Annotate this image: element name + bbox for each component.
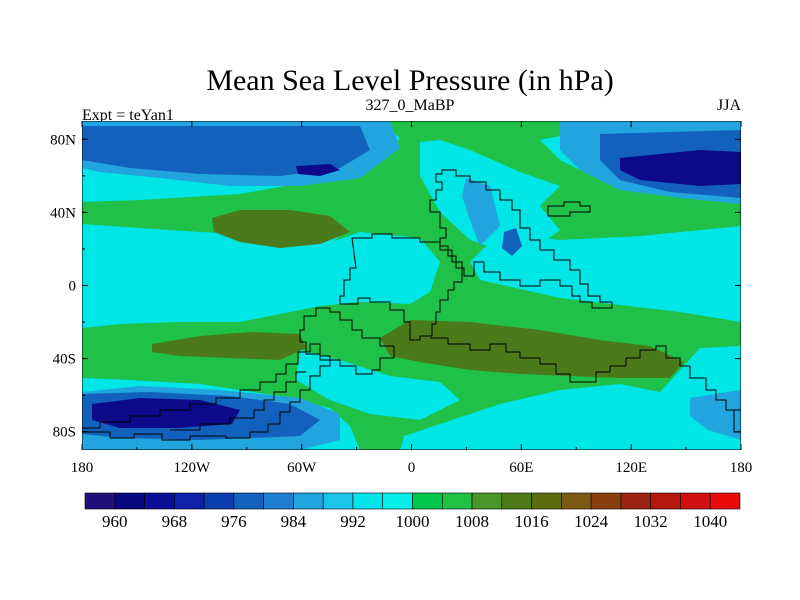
colorbar-swatch [382,492,413,510]
y-axis: 80N 40N 0 40S 80S [50,132,741,441]
colorbar-swatch [352,492,384,510]
colorbar-swatch [144,492,175,510]
contour-1000-central [82,232,440,326]
coastline-southern-inner [170,371,306,431]
x-tick-label: 60E [509,460,533,476]
colorbar-label: 992 [340,512,366,531]
colorbar-swatch [84,492,116,510]
colorbar-swatch [322,492,354,510]
coastline-central-continent [339,233,463,341]
colorbar-label: 1040 [693,512,727,531]
colorbar-swatch [561,492,592,510]
y-tick-label: 80S [53,425,76,441]
contour-984-southeast-low [690,390,741,440]
colorbar-label: 1024 [574,512,609,531]
colorbar-swatch [709,492,741,510]
contour-1000-southeast [400,392,741,450]
colorbar-label: 984 [281,512,307,531]
colorbar-label: 1000 [396,512,430,531]
chart-title: Mean Sea Level Pressure (in hPa) [206,64,613,97]
continent-boundaries [82,169,741,441]
colorbar-label: 968 [162,512,188,531]
x-axis: 180 120W 60W 0 60E 120E 180 [71,121,753,476]
contour-976-north-low [620,150,741,186]
colorbar-swatch [293,492,324,510]
coastline-southern-continent [82,343,331,441]
colorbar-swatch [441,492,473,510]
colorbar-label: 976 [221,512,247,531]
contour-984-north-pacific-low [82,126,370,176]
time-label: 327_0_MaBP [366,97,455,114]
colorbar-swatch [114,492,145,510]
y-tick-label: 40S [53,352,76,368]
coastline-western-margin [299,307,395,375]
colorbar-swatch [412,492,443,510]
contour-960-south-low [92,398,240,428]
colorbar-swatch [233,492,264,510]
coastline-north-continent [429,169,613,309]
contour-1016-south-pacific [152,332,306,360]
coastline-north-island [547,201,591,217]
colorbar-swatch [590,492,622,510]
x-tick-label: 180 [71,460,94,476]
colorbar-label: 1008 [455,512,489,531]
contour-976-north-small-low [296,164,340,176]
colorbar-swatch [531,492,562,510]
experiment-label: Expt = teYan1 [82,107,174,124]
colorbar-swatch [174,492,205,510]
y-tick-label: 0 [69,279,77,295]
colorbar-swatch [620,492,651,510]
colorbar-swatch [680,492,711,510]
coastline-south-central [430,337,741,411]
y-tick-label: 80N [50,132,76,148]
x-tick-label: 0 [408,460,416,476]
contour-1016-south-subtropics [380,320,684,378]
y-tick-label: 40N [50,205,76,221]
map-area [82,121,741,450]
season-label: JJA [717,97,741,114]
x-tick-label: 120W [173,460,211,476]
contour-992-asia-small-low [502,228,522,256]
x-tick-label: 60W [287,460,317,476]
x-tick-label: 180 [730,460,753,476]
colorbar-label: 1016 [515,512,549,531]
colorbar: 960 968 976 984 992 1000 1008 1016 1024 1032 1040 [84,492,741,531]
colorbar-label: 1032 [634,512,668,531]
colorbar-swatch [501,492,532,510]
colorbar-label: 960 [102,512,128,531]
contour-1000-atlantic [296,350,460,420]
colorbar-swatch [263,492,294,510]
colorbar-swatch [650,492,681,510]
contour-992-asia-low [462,178,500,246]
contour-1016-north-pacific [212,210,350,248]
colorbar-swatch [471,492,503,510]
x-tick-label: 120E [615,460,647,476]
colorbar-swatch [203,492,235,510]
